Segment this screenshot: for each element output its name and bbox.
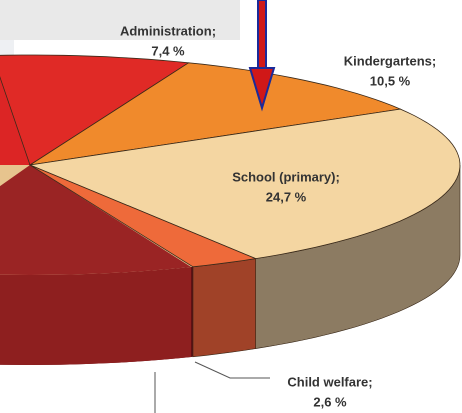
slice-label: Child welfare; xyxy=(287,374,372,389)
pie xyxy=(0,54,461,365)
background-panel xyxy=(0,0,240,40)
leader-line xyxy=(194,361,270,379)
pie-slice xyxy=(29,164,258,268)
slice-value-label: 24,7 % xyxy=(266,189,307,204)
slice-label: Administration; xyxy=(120,23,216,38)
slice-value-label: 2,6 % xyxy=(313,394,347,409)
pie-slice-side xyxy=(192,258,256,358)
slice-label: Kindergartens; xyxy=(344,53,436,68)
slice-label: School (primary); xyxy=(232,169,340,184)
pie-top-base xyxy=(0,165,192,275)
arrow-head xyxy=(248,67,276,112)
pie-slice xyxy=(28,108,461,260)
labels: Administration; 7,4 % Kindergartens; 10,5 %… xyxy=(120,23,436,409)
slice-value-label: 7,4 % xyxy=(151,43,185,58)
pie-slice xyxy=(29,62,402,166)
slice-value-label: 10,5 % xyxy=(370,73,411,88)
arrow-shaft xyxy=(257,0,267,71)
pie-side-base xyxy=(0,267,192,365)
pie-slice xyxy=(0,54,190,166)
